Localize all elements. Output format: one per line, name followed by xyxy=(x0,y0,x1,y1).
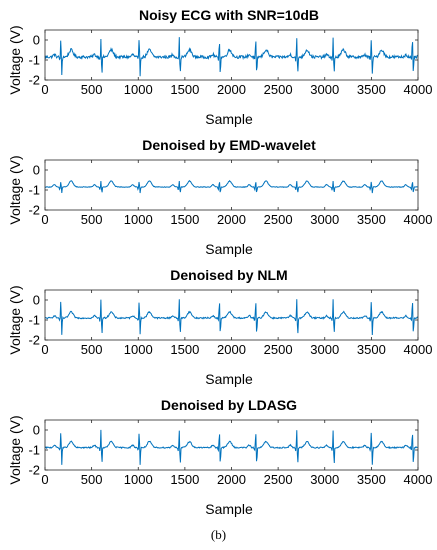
y-tick-label: 0 xyxy=(33,423,40,438)
x-tick-label: 2000 xyxy=(217,342,246,357)
panel-title: Denoised by EMD-wavelet xyxy=(142,137,316,153)
y-axis-label: Voltage (V) xyxy=(7,25,23,94)
ecg-series-line xyxy=(44,37,418,77)
x-tick-label: 0 xyxy=(41,212,48,227)
x-tick-label: 3000 xyxy=(310,82,339,97)
x-tick-label: 3500 xyxy=(357,342,386,357)
figure-caption: (b) xyxy=(210,527,227,542)
y-tick-label: -1 xyxy=(28,443,40,458)
y-axis-label: Voltage (V) xyxy=(7,415,23,484)
x-tick-label: 2000 xyxy=(217,212,246,227)
x-tick-label: 2500 xyxy=(264,472,293,487)
panel-title: Denoised by NLM xyxy=(170,267,287,283)
x-axis-label: Sample xyxy=(205,111,253,127)
y-tick-label: 0 xyxy=(33,33,40,48)
x-tick-label: 500 xyxy=(81,342,103,357)
x-tick-label: 3500 xyxy=(357,82,386,97)
x-tick-label: 1000 xyxy=(124,82,153,97)
x-axis-label: Sample xyxy=(205,371,253,387)
y-tick-label: -2 xyxy=(28,203,40,218)
y-axis-label: Voltage (V) xyxy=(7,155,23,224)
panel-title: Noisy ECG with SNR=10dB xyxy=(139,7,319,23)
x-tick-label: 1500 xyxy=(170,82,199,97)
x-tick-label: 0 xyxy=(41,342,48,357)
x-tick-label: 2500 xyxy=(264,212,293,227)
y-tick-label: 0 xyxy=(33,163,40,178)
x-tick-label: 4000 xyxy=(404,82,433,97)
x-tick-label: 3000 xyxy=(310,342,339,357)
x-tick-label: 2500 xyxy=(264,82,293,97)
panel-ldasg: Denoised by LDASG Voltage (V) Sample 0 50… xyxy=(7,397,432,517)
x-tick-label: 2000 xyxy=(217,82,246,97)
x-tick-label: 4000 xyxy=(404,212,433,227)
y-tick-label: -2 xyxy=(28,333,40,348)
panel-noisy-ecg: Noisy ECG with SNR=10dB Voltage (V) Samp… xyxy=(7,7,432,127)
x-tick-label: 0 xyxy=(41,472,48,487)
x-tick-label: 1000 xyxy=(124,342,153,357)
x-tick-label: 2000 xyxy=(217,472,246,487)
y-tick-label: -1 xyxy=(28,53,40,68)
x-tick-label: 4000 xyxy=(404,342,433,357)
panel-nlm: Denoised by NLM Voltage (V) Sample 0 500 1… xyxy=(7,267,432,387)
panel-emd-wavelet: Denoised by EMD-wavelet Voltage (V) Samp… xyxy=(7,137,432,257)
x-axis-label: Sample xyxy=(205,241,253,257)
y-tick-label: -2 xyxy=(28,73,40,88)
y-tick-label: -1 xyxy=(28,313,40,328)
x-tick-label: 3500 xyxy=(357,472,386,487)
y-tick-label: 0 xyxy=(33,293,40,308)
x-tick-label: 3000 xyxy=(310,472,339,487)
x-tick-label: 1000 xyxy=(124,212,153,227)
ecg-series-line xyxy=(45,299,419,336)
x-tick-label: 1500 xyxy=(170,472,199,487)
x-tick-label: 2500 xyxy=(264,342,293,357)
x-tick-label: 0 xyxy=(41,82,48,97)
y-tick-label: -2 xyxy=(28,463,40,478)
x-tick-label: 1500 xyxy=(170,342,199,357)
x-tick-label: 3000 xyxy=(310,212,339,227)
panel-title: Denoised by LDASG xyxy=(161,397,297,413)
x-tick-label: 500 xyxy=(81,82,103,97)
y-tick-label: -1 xyxy=(28,183,40,198)
ecg-series-line xyxy=(44,179,418,194)
y-axis-label: Voltage (V) xyxy=(7,285,23,354)
x-tick-label: 500 xyxy=(81,472,103,487)
x-tick-label: 1000 xyxy=(124,472,153,487)
ecg-series-line xyxy=(44,429,418,465)
x-axis-label: Sample xyxy=(205,501,253,517)
x-tick-label: 1500 xyxy=(170,212,199,227)
x-tick-label: 500 xyxy=(81,212,103,227)
x-tick-label: 4000 xyxy=(404,472,433,487)
x-tick-label: 3500 xyxy=(357,212,386,227)
